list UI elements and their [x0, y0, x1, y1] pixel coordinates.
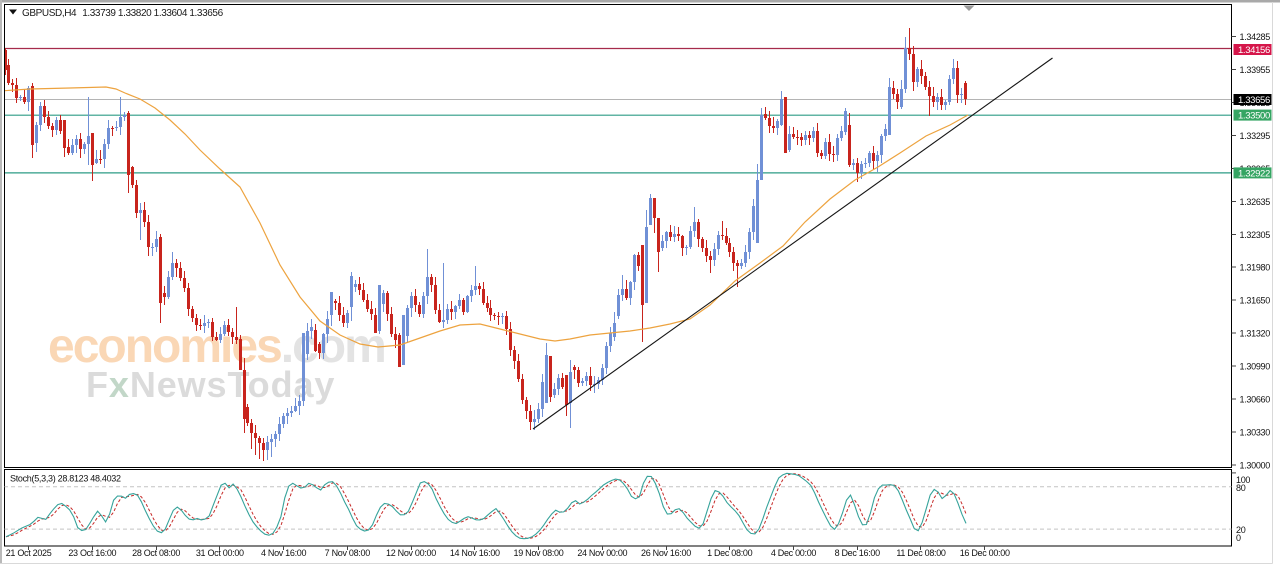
svg-text:21 Oct 2025: 21 Oct 2025	[6, 548, 52, 558]
svg-text:7 Nov 08:00: 7 Nov 08:00	[325, 548, 371, 558]
svg-text:1.31650: 1.31650	[1240, 295, 1271, 305]
svg-text:1.33656: 1.33656	[1238, 95, 1270, 106]
svg-text:19 Nov 08:00: 19 Nov 08:00	[514, 548, 564, 558]
svg-text:28 Oct 08:00: 28 Oct 08:00	[132, 548, 180, 558]
svg-text:1.30660: 1.30660	[1240, 394, 1271, 404]
svg-text:23 Oct 16:00: 23 Oct 16:00	[68, 548, 116, 558]
svg-text:1.34156: 1.34156	[1238, 45, 1270, 56]
svg-text:80: 80	[1236, 483, 1246, 493]
svg-text:1.30330: 1.30330	[1240, 427, 1271, 437]
svg-text:1.31980: 1.31980	[1240, 262, 1271, 272]
svg-text:1.32635: 1.32635	[1240, 197, 1271, 207]
svg-text:1.30990: 1.30990	[1240, 361, 1271, 371]
svg-text:26 Nov 16:00: 26 Nov 16:00	[641, 548, 691, 558]
svg-text:100: 100	[1236, 475, 1250, 485]
svg-text:1.33500: 1.33500	[1238, 111, 1270, 122]
svg-text:16 Dec 00:00: 16 Dec 00:00	[960, 548, 1010, 558]
svg-text:1.32305: 1.32305	[1240, 230, 1271, 240]
svg-text:24 Nov 00:00: 24 Nov 00:00	[577, 548, 627, 558]
svg-text:1.31320: 1.31320	[1240, 328, 1271, 338]
svg-text:20: 20	[1236, 525, 1246, 535]
svg-text:1.32922: 1.32922	[1238, 168, 1270, 179]
svg-text:FxNewsToday: FxNewsToday	[86, 364, 335, 405]
svg-text:1 Dec 08:00: 1 Dec 08:00	[707, 548, 753, 558]
svg-text:11 Dec 08:00: 11 Dec 08:00	[896, 548, 946, 558]
svg-text:1.30000: 1.30000	[1240, 460, 1271, 470]
svg-text:1.34285: 1.34285	[1240, 32, 1271, 42]
svg-text:12 Nov 00:00: 12 Nov 00:00	[386, 548, 436, 558]
svg-text:GBPUSD,H41.33739 1.33820 1.336: GBPUSD,H4 1.33739 1.33820 1.33604 1.33656	[22, 8, 224, 19]
svg-text:8 Dec 16:00: 8 Dec 16:00	[835, 548, 881, 558]
svg-text:Stoch(5,3,3) 28.8123 48.4032: Stoch(5,3,3) 28.8123 48.4032	[10, 474, 121, 484]
svg-text:0: 0	[1236, 533, 1241, 543]
svg-text:4 Nov 16:00: 4 Nov 16:00	[261, 548, 307, 558]
svg-text:1.33295: 1.33295	[1240, 131, 1271, 141]
svg-text:1.33955: 1.33955	[1240, 65, 1271, 75]
svg-text:31 Oct 00:00: 31 Oct 00:00	[196, 548, 244, 558]
svg-text:4 Dec 00:00: 4 Dec 00:00	[771, 548, 817, 558]
svg-text:14 Nov 16:00: 14 Nov 16:00	[450, 548, 500, 558]
